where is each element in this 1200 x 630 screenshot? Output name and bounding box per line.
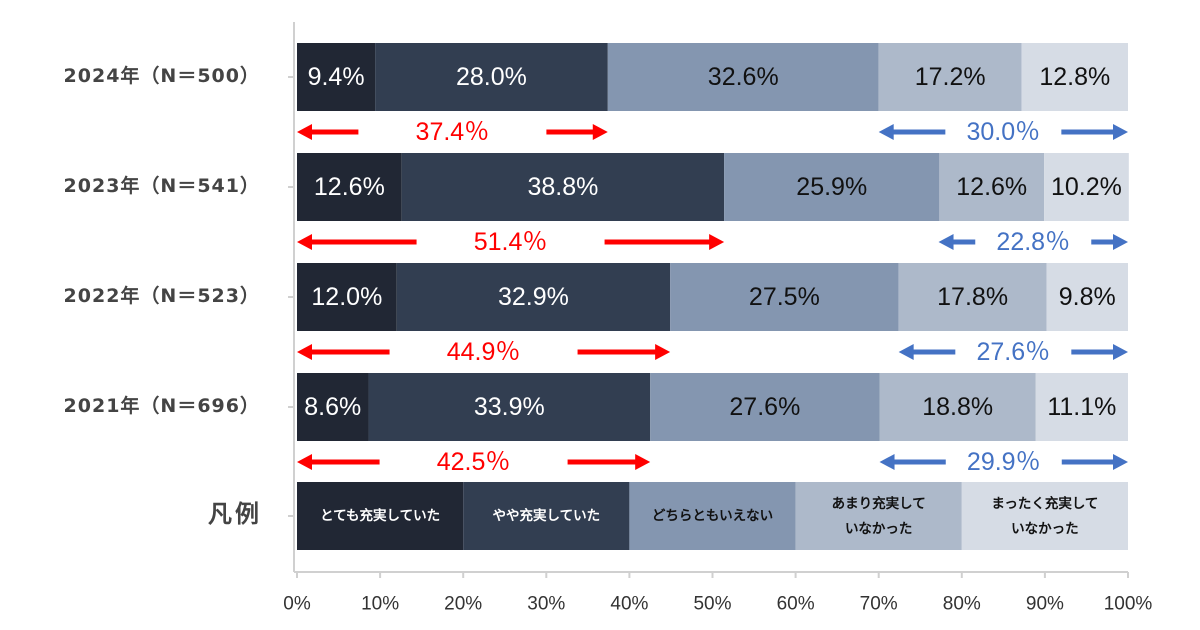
row-label: 2023年（N＝541） bbox=[64, 174, 260, 197]
bar-value-label: 32.9% bbox=[498, 283, 569, 311]
bar-segment bbox=[396, 263, 671, 331]
bar-segment bbox=[368, 373, 651, 441]
bar-value-label: 18.8% bbox=[922, 393, 993, 421]
bracket-arrow-head bbox=[879, 454, 895, 470]
bar-segment bbox=[724, 153, 940, 221]
bracket-arrow-head bbox=[655, 344, 671, 360]
bar-segment bbox=[939, 153, 1045, 221]
negative-total-label: 30.0％ bbox=[967, 118, 1041, 146]
bar-value-label: 32.6% bbox=[708, 63, 779, 91]
bar-segment bbox=[297, 43, 376, 111]
x-tick-label: 60% bbox=[777, 594, 815, 615]
bar-value-label: 9.8% bbox=[1059, 283, 1116, 311]
bracket-arrow-head bbox=[297, 234, 312, 250]
legend-title: 凡例 bbox=[208, 500, 262, 528]
bar-value-label: 38.8% bbox=[527, 173, 598, 201]
bracket-arrow-head bbox=[635, 454, 651, 470]
bar-segment bbox=[650, 373, 880, 441]
x-tick-label: 0% bbox=[283, 594, 311, 615]
bar-value-label: 33.9% bbox=[474, 393, 545, 421]
bar-segment bbox=[375, 43, 608, 111]
bar-value-label: 11.1% bbox=[1047, 393, 1116, 421]
positive-total-label: 37.4％ bbox=[416, 118, 490, 146]
negative-total-label: 22.8％ bbox=[996, 228, 1070, 256]
legend-item-label: とても充実していた bbox=[320, 507, 440, 524]
positive-total-label: 51.4％ bbox=[474, 228, 548, 256]
x-tick-label: 50% bbox=[693, 594, 731, 615]
positive-total-label: 44.9％ bbox=[447, 338, 521, 366]
bar-value-label: 12.0% bbox=[311, 283, 382, 311]
bar-value-label: 27.6% bbox=[729, 393, 800, 421]
legend-swatch bbox=[961, 482, 1128, 550]
bar-value-label: 9.4% bbox=[308, 63, 365, 91]
bar-value-label: 12.8% bbox=[1039, 63, 1110, 91]
row-label: 2024年（N＝500） bbox=[64, 64, 260, 87]
row-label: 2022年（N＝523） bbox=[64, 284, 260, 307]
bar-segment bbox=[1046, 263, 1128, 331]
legend-item-label: やや充実していた bbox=[492, 507, 600, 524]
bar-segment bbox=[297, 153, 402, 221]
bar-segment bbox=[898, 263, 1047, 331]
x-tick-label: 100% bbox=[1104, 594, 1153, 615]
legend-item-label: まったく充実して bbox=[991, 495, 1098, 512]
x-tick-label: 40% bbox=[610, 594, 648, 615]
bracket-arrow-head bbox=[1113, 124, 1128, 140]
row-label: 2021年（N＝696） bbox=[64, 394, 260, 417]
x-tick-label: 70% bbox=[860, 594, 898, 615]
bracket-arrow-head bbox=[592, 124, 608, 140]
bar-segment bbox=[297, 263, 397, 331]
chart-legend: 凡例 とても充実していた やや充実していた どちらともいえないあまり充実していなかった… bbox=[208, 482, 1128, 550]
bar-value-label: 12.6% bbox=[314, 173, 385, 201]
bar-value-label: 28.0% bbox=[456, 63, 527, 91]
bracket-arrow-head bbox=[709, 234, 725, 250]
legend-swatch bbox=[795, 482, 962, 550]
positive-total-label: 42.5％ bbox=[437, 448, 511, 476]
chart-total-brackets: 37.4％ 30.0％ 51.4％ 22.8％ 44.9％ 27.6％ 42.5％ 29.9％ bbox=[297, 118, 1128, 476]
chart-axes: 0% 10% 20% 30% 40% 50% 60% 70% 80% 90% 100% 2024年（N… bbox=[64, 22, 1153, 615]
x-tick-label: 10% bbox=[361, 594, 399, 615]
bar-value-label: 27.5% bbox=[749, 283, 820, 311]
bar-segment bbox=[670, 263, 899, 331]
legend-swatch bbox=[463, 482, 630, 550]
bracket-arrow-head bbox=[878, 124, 894, 140]
legend-item-label: いなかった bbox=[1011, 521, 1079, 537]
bracket-arrow-head bbox=[297, 344, 312, 360]
bracket-arrow-head bbox=[297, 454, 312, 470]
x-tick-label: 90% bbox=[1026, 594, 1064, 615]
bar-segment bbox=[297, 373, 369, 441]
bar-segment bbox=[401, 153, 725, 221]
bracket-arrow-head bbox=[297, 124, 312, 140]
bracket-arrow-head bbox=[1113, 234, 1128, 250]
negative-total-label: 27.6％ bbox=[976, 338, 1050, 366]
bar-value-label: 17.2% bbox=[915, 63, 986, 91]
bracket-arrow-head bbox=[938, 234, 954, 250]
chart-bars: 9.4% 28.0% 32.6% 17.2% 12.8% 12.6% 38.8% 25.9% 1… bbox=[297, 43, 1129, 441]
legend-item-label: いなかった bbox=[845, 521, 913, 537]
bracket-arrow-head bbox=[898, 344, 914, 360]
bracket-arrow-head bbox=[1113, 454, 1128, 470]
legend-item-label: あまり充実して bbox=[832, 495, 926, 512]
x-tick-label: 30% bbox=[527, 594, 565, 615]
bar-segment bbox=[879, 373, 1036, 441]
bracket-arrow-head bbox=[1113, 344, 1128, 360]
legend-swatch bbox=[297, 482, 464, 550]
bar-segment bbox=[878, 43, 1022, 111]
negative-total-label: 29.9％ bbox=[967, 448, 1041, 476]
bar-value-label: 17.8% bbox=[937, 283, 1008, 311]
bar-value-label: 10.2% bbox=[1051, 173, 1122, 201]
bar-segment bbox=[1021, 43, 1128, 111]
bar-value-label: 8.6% bbox=[304, 393, 361, 421]
bar-segment bbox=[1044, 153, 1129, 221]
bar-value-label: 12.6% bbox=[956, 173, 1027, 201]
bar-segment bbox=[607, 43, 879, 111]
legend-swatch bbox=[629, 482, 796, 550]
legend-item-label: どちらともいえない bbox=[652, 508, 773, 524]
x-tick-label: 80% bbox=[943, 594, 981, 615]
bar-segment bbox=[1035, 373, 1128, 441]
x-tick-label: 20% bbox=[444, 594, 482, 615]
bar-value-label: 25.9% bbox=[796, 173, 867, 201]
